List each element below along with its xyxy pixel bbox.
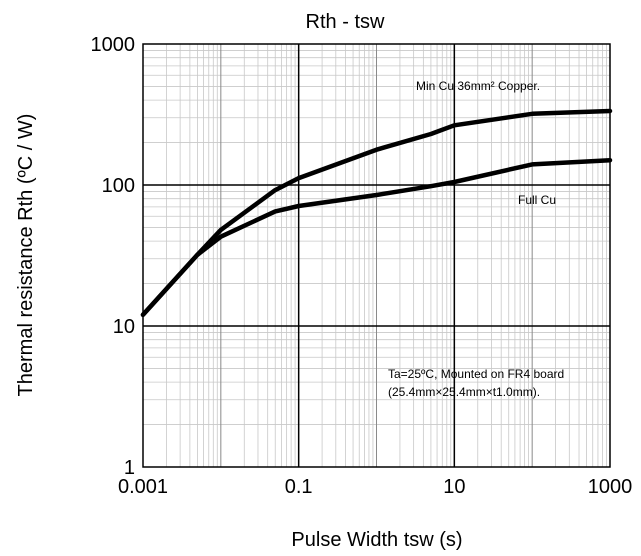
y-tick-label: 1 [124, 457, 135, 479]
tick-labels: 0.001 0.1 10 1000 1 10 100 1000 [91, 34, 633, 498]
major-grid [143, 44, 610, 467]
y-tick-label: 100 [102, 175, 135, 197]
y-axis-label: Thermal resistance Rth (ºC / W) [15, 114, 37, 397]
series-line-full-cu [140, 157, 613, 318]
x-tick-label: 0.001 [118, 476, 168, 498]
annotation-full-cu: Full Cu [518, 193, 556, 207]
series-layer [140, 108, 613, 318]
x-tick-label: 0.1 [285, 476, 313, 498]
annotation-conditions-line2: (25.4mm×25.4mm×t1.0mm). [388, 385, 540, 399]
x-axis-label: Pulse Width tsw (s) [291, 529, 462, 551]
y-tick-label: 10 [113, 316, 135, 338]
y-tick-label: 1000 [91, 34, 136, 56]
annotation-min-cu: Min Cu 36mm² Copper. [416, 79, 540, 93]
chart-title: Rth - tsw [306, 11, 385, 33]
x-tick-label: 1000 [588, 476, 633, 498]
series-line-min-cu [140, 108, 613, 318]
annotation-conditions-line1: Ta=25ºC, Mounted on FR4 board [388, 367, 564, 381]
x-tick-label: 10 [443, 476, 465, 498]
plot-frame [142, 43, 611, 468]
